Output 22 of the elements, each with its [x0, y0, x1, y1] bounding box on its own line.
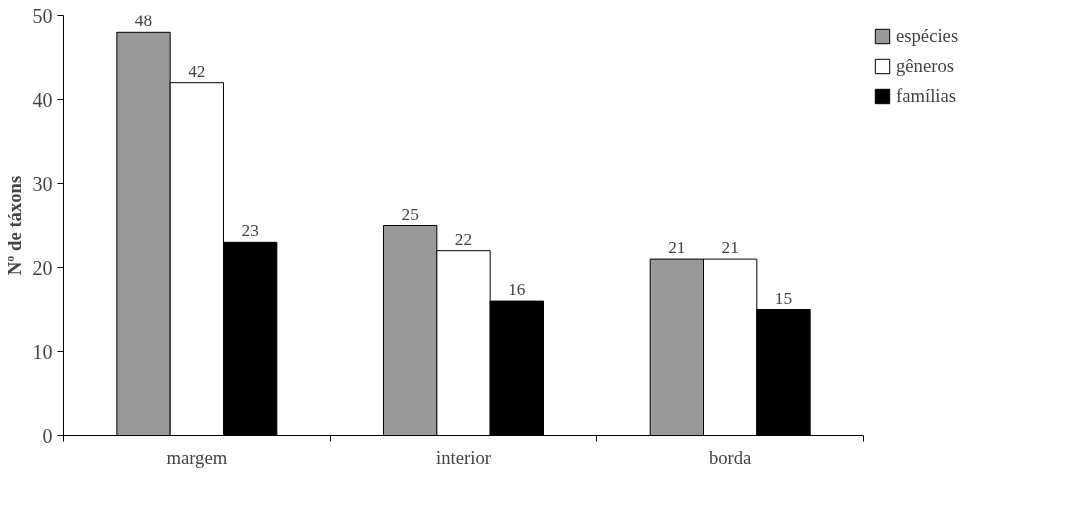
- data-label: 16: [508, 280, 526, 300]
- data-label: 23: [241, 221, 259, 241]
- y-axis-title: Nº de táxons: [3, 175, 25, 276]
- data-label: 22: [454, 229, 473, 249]
- legend-label: espécies: [896, 25, 959, 47]
- y-tick-label: 30: [32, 172, 53, 195]
- data-label: 48: [134, 11, 153, 31]
- legend-label: gêneros: [896, 55, 955, 77]
- data-label: 21: [668, 238, 686, 258]
- data-label: 15: [774, 288, 793, 308]
- y-tick-label: 0: [42, 424, 53, 447]
- y-tick-label: 40: [32, 88, 53, 111]
- y-tick-label: 20: [32, 256, 53, 279]
- y-tick-label: 50: [32, 4, 53, 27]
- legend-label: famílias: [896, 85, 957, 107]
- data-label: 21: [721, 238, 739, 258]
- data-label: 25: [401, 204, 419, 224]
- data-label: 42: [188, 61, 206, 81]
- x-tick-label: borda: [708, 446, 753, 468]
- x-tick-label: margem: [166, 446, 228, 468]
- x-tick-label: interior: [436, 446, 492, 468]
- y-tick-label: 10: [32, 340, 53, 363]
